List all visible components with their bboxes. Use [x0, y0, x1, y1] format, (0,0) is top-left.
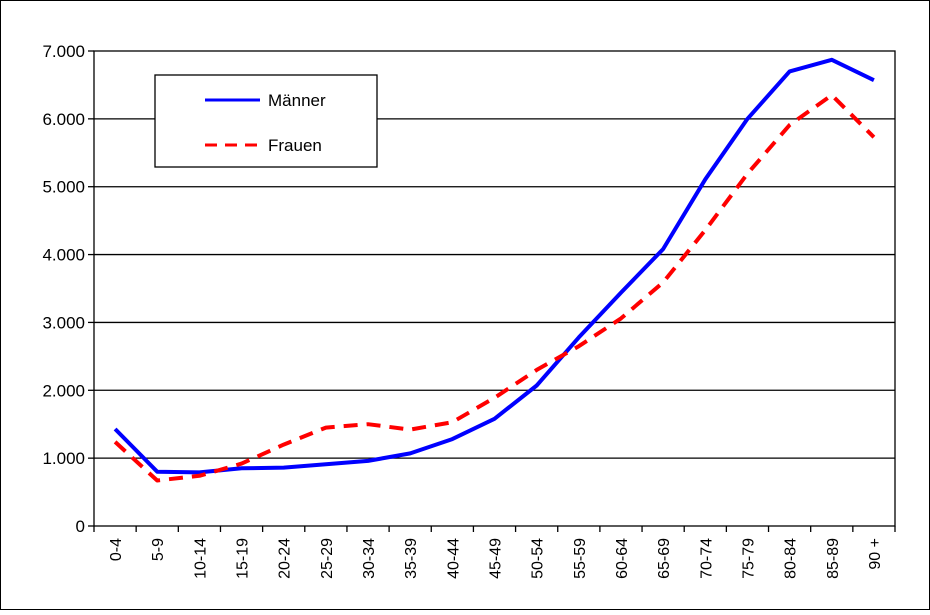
data-point — [745, 172, 749, 176]
legend-label-frauen: Frauen — [268, 136, 322, 155]
x-tick-label: 35-39 — [403, 538, 420, 579]
data-point — [619, 316, 623, 320]
x-tick-label: 25-29 — [319, 538, 336, 579]
x-tick-label: 80-84 — [783, 538, 800, 579]
data-point — [366, 459, 370, 463]
data-point — [535, 384, 539, 388]
data-point — [788, 69, 792, 73]
data-point — [661, 280, 665, 284]
x-tick-label: 85-89 — [825, 538, 842, 579]
x-tick-label: 20-24 — [277, 538, 294, 579]
y-tick-label: 7.000 — [42, 42, 85, 61]
data-point — [493, 417, 497, 421]
data-point — [535, 368, 539, 372]
x-tick-label: 75-79 — [740, 538, 757, 579]
data-point — [282, 443, 286, 447]
data-point — [113, 440, 117, 444]
data-point — [577, 344, 581, 348]
series-layer — [113, 57, 876, 483]
data-point — [830, 58, 834, 62]
x-tick-label: 90 + — [867, 538, 884, 570]
data-point — [872, 135, 876, 139]
y-axis: 0 1.000 2.000 3.000 4.000 5.000 6.000 7.000 — [42, 42, 94, 536]
x-tick-label: 30-34 — [361, 538, 378, 579]
y-tick-label: 2.000 — [42, 381, 85, 400]
data-point — [661, 247, 665, 251]
data-point — [324, 462, 328, 466]
data-point — [745, 117, 749, 121]
series-line-maenner — [113, 57, 875, 475]
data-point — [872, 78, 876, 82]
x-tick-label: 45-49 — [488, 538, 505, 579]
data-point — [113, 427, 117, 431]
x-tick-label: 15-19 — [235, 538, 252, 579]
x-tick-label: 10-14 — [192, 538, 209, 579]
data-point — [240, 466, 244, 470]
y-tick-label: 0 — [76, 517, 85, 536]
legend-label-maenner: Männer — [268, 91, 326, 110]
data-point — [577, 335, 581, 339]
legend: Männer Frauen — [154, 74, 378, 168]
series-line-frauen — [113, 93, 876, 483]
x-axis: 0-4 5-9 10-14 15-19 20-24 25-29 30-34 35-39 40-4… — [93, 526, 896, 579]
data-point — [703, 177, 707, 181]
y-tick-label: 5.000 — [42, 178, 85, 197]
data-point — [324, 426, 328, 430]
x-tick-label: 40-44 — [445, 538, 462, 579]
data-point — [830, 93, 834, 97]
data-point — [408, 428, 412, 432]
data-point — [450, 437, 454, 441]
data-point — [450, 420, 454, 424]
legend-box — [154, 74, 378, 168]
y-tick-label: 6.000 — [42, 110, 85, 129]
data-point — [155, 470, 159, 474]
y-tick-label: 4.000 — [42, 246, 85, 265]
data-point — [155, 479, 159, 483]
data-point — [197, 474, 201, 478]
data-point — [240, 462, 244, 466]
x-tick-label: 70-74 — [698, 538, 715, 579]
data-point — [703, 228, 707, 232]
x-tick-label: 0-4 — [108, 538, 125, 561]
y-tick-label: 3.000 — [42, 313, 85, 332]
x-tick-label: 55-59 — [572, 538, 589, 579]
y-tick-label: 1.000 — [42, 449, 85, 468]
data-point — [366, 422, 370, 426]
data-point — [493, 396, 497, 400]
data-point — [408, 451, 412, 455]
data-point — [619, 291, 623, 295]
data-point — [788, 123, 792, 127]
data-point — [282, 466, 286, 470]
x-tick-label: 50-54 — [530, 538, 547, 579]
x-tick-label: 60-64 — [614, 538, 631, 579]
x-tick-label: 5-9 — [150, 538, 167, 561]
x-tick-label: 65-69 — [656, 538, 673, 579]
